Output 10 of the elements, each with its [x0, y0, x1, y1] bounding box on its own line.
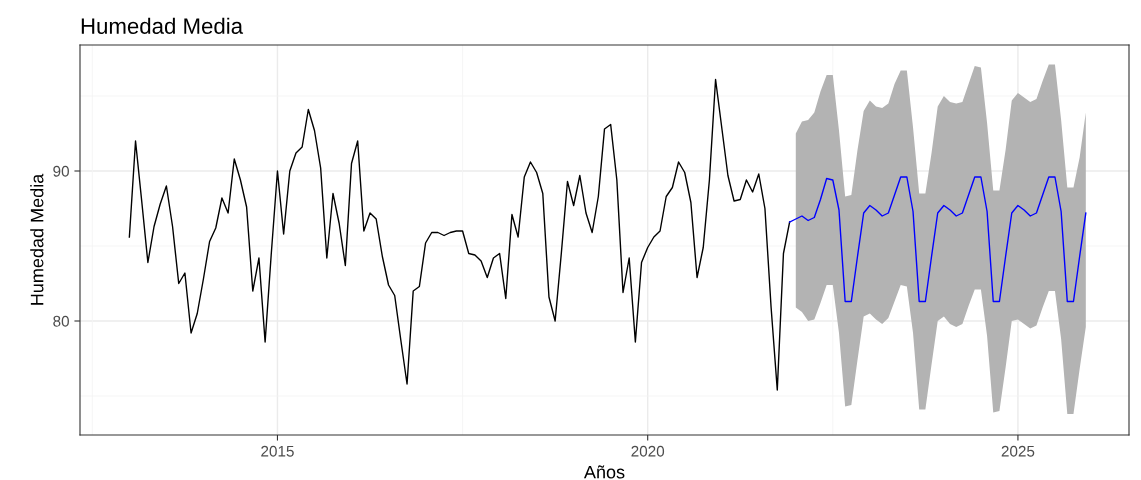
chart-title: Humedad Media: [81, 17, 244, 34]
x-tick-label: 2025: [1001, 445, 1035, 457]
line-series: [788, 176, 1087, 303]
y-axis-title: Humedad Media: [30, 173, 44, 305]
line-series: [128, 78, 791, 391]
x-axis-title: Años: [583, 465, 625, 479]
x-tick-label: 2015: [261, 445, 294, 457]
y-tick-label: 80: [53, 315, 69, 327]
x-tick-label: 2020: [631, 445, 665, 457]
y-tick-label: 90: [53, 165, 69, 177]
